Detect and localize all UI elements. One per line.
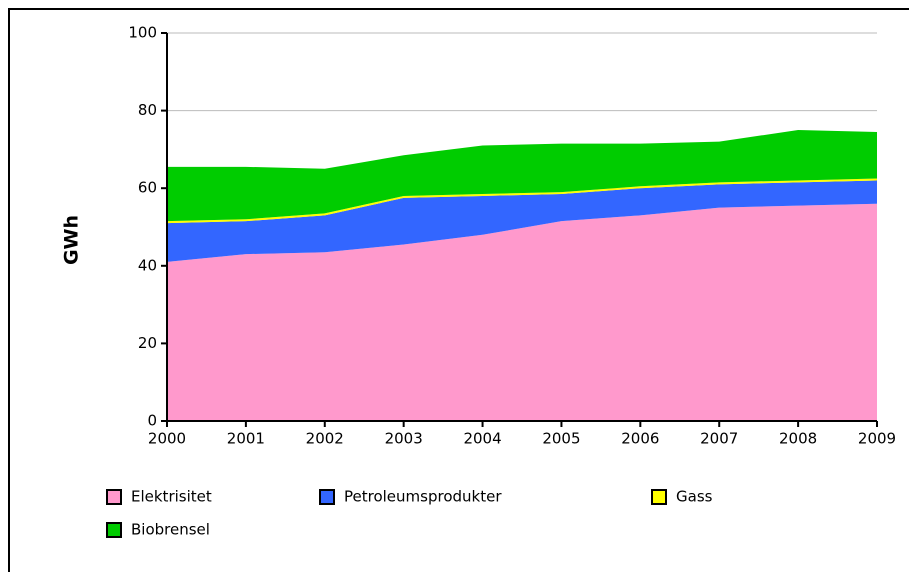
x-tick-label: 2002 — [306, 430, 344, 448]
x-tick-label: 2009 — [858, 430, 896, 448]
legend-swatch — [106, 489, 122, 505]
area — [167, 203, 877, 421]
legend-label: Petroleumsprodukter — [344, 488, 502, 506]
y-tick-label: 80 — [138, 101, 157, 119]
x-tick-label: 2001 — [227, 430, 265, 448]
x-tick-label: 2004 — [463, 430, 501, 448]
legend-label: Elektrisitet — [131, 488, 212, 506]
legend-swatch — [651, 489, 667, 505]
frame — [8, 8, 909, 572]
y-tick-label: 20 — [138, 334, 157, 352]
legend-swatch — [106, 522, 122, 538]
x-tick-label: 2005 — [542, 430, 580, 448]
y-tick-label: 0 — [147, 412, 157, 430]
x-tick-label: 2003 — [385, 430, 423, 448]
legend-label: Biobrensel — [131, 521, 210, 539]
y-tick-label: 60 — [138, 179, 157, 197]
y-tick-label: 40 — [138, 256, 157, 274]
y-axis-label: GWh — [61, 215, 83, 265]
area — [167, 130, 877, 222]
area — [167, 180, 877, 262]
legend-label: Gass — [676, 488, 713, 506]
y-tick-label: 100 — [128, 24, 157, 42]
x-tick-label: 2006 — [621, 430, 659, 448]
x-tick-label: 2000 — [148, 430, 186, 448]
x-tick-label: 2007 — [700, 430, 738, 448]
x-tick-label: 2008 — [779, 430, 817, 448]
legend-swatch — [319, 489, 335, 505]
